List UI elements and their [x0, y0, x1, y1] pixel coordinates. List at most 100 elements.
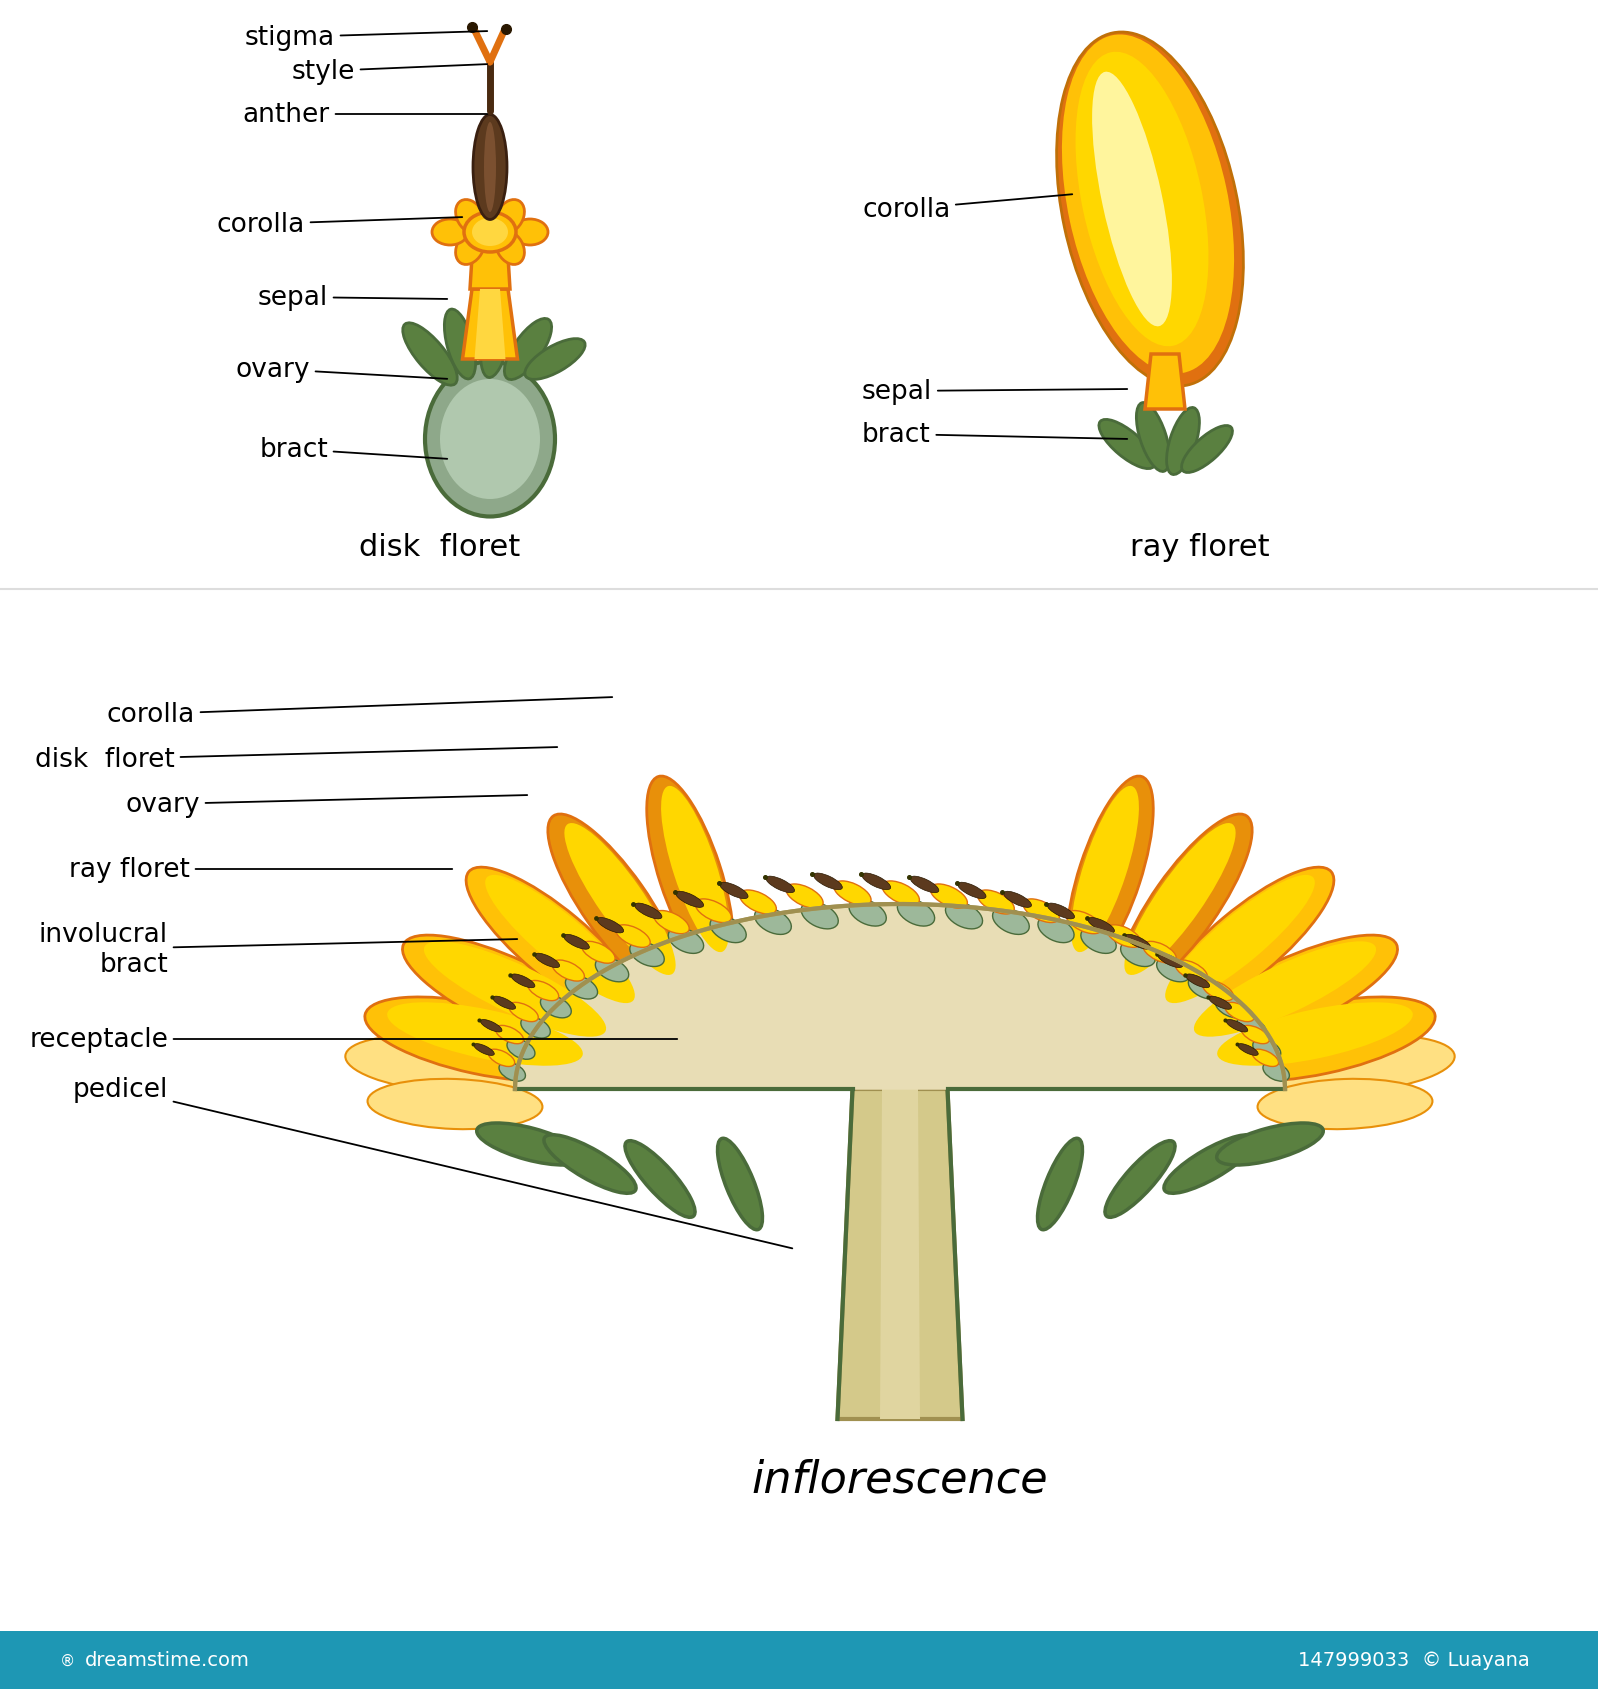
Text: stigma: stigma — [244, 25, 487, 51]
Ellipse shape — [957, 883, 986, 899]
Text: ray floret: ray floret — [69, 856, 452, 882]
Ellipse shape — [1125, 934, 1151, 949]
Ellipse shape — [481, 1020, 502, 1032]
Polygon shape — [837, 1089, 962, 1419]
Ellipse shape — [1088, 919, 1114, 934]
Ellipse shape — [625, 1142, 695, 1218]
Ellipse shape — [1075, 52, 1208, 346]
Ellipse shape — [1125, 824, 1235, 976]
Text: ovary: ovary — [126, 792, 527, 817]
Ellipse shape — [431, 220, 468, 247]
Ellipse shape — [475, 1044, 494, 1056]
Polygon shape — [515, 905, 1285, 1089]
Ellipse shape — [499, 1062, 526, 1081]
Ellipse shape — [553, 961, 585, 981]
Ellipse shape — [1237, 1017, 1266, 1039]
Ellipse shape — [403, 324, 457, 387]
Ellipse shape — [486, 875, 634, 1003]
Ellipse shape — [1189, 976, 1221, 1000]
Ellipse shape — [463, 213, 516, 253]
Ellipse shape — [423, 942, 606, 1037]
Ellipse shape — [1224, 1003, 1254, 1022]
Ellipse shape — [765, 877, 794, 893]
Ellipse shape — [718, 1138, 762, 1230]
Ellipse shape — [1143, 942, 1176, 964]
Ellipse shape — [1091, 73, 1171, 328]
Ellipse shape — [495, 201, 524, 235]
Ellipse shape — [492, 997, 516, 1010]
Ellipse shape — [1037, 1138, 1082, 1230]
Text: style: style — [291, 59, 487, 84]
Ellipse shape — [946, 902, 983, 929]
Ellipse shape — [1262, 1062, 1290, 1081]
Ellipse shape — [1266, 1035, 1454, 1093]
Ellipse shape — [1175, 961, 1208, 981]
Ellipse shape — [1214, 997, 1246, 1018]
Ellipse shape — [1238, 1044, 1258, 1056]
Ellipse shape — [481, 306, 510, 378]
Ellipse shape — [387, 1003, 583, 1066]
Ellipse shape — [598, 919, 623, 934]
Ellipse shape — [930, 885, 967, 909]
Ellipse shape — [1056, 34, 1243, 387]
Text: receptacle: receptacle — [29, 1027, 678, 1052]
Polygon shape — [470, 225, 510, 291]
Ellipse shape — [634, 904, 662, 919]
Ellipse shape — [1186, 975, 1210, 988]
Ellipse shape — [834, 882, 871, 905]
Ellipse shape — [364, 997, 594, 1081]
Text: pedicel: pedicel — [72, 1076, 793, 1248]
Ellipse shape — [1119, 814, 1253, 995]
Ellipse shape — [495, 231, 524, 265]
Text: disk  floret: disk floret — [360, 534, 521, 562]
Ellipse shape — [662, 787, 729, 953]
Ellipse shape — [527, 981, 559, 1002]
Polygon shape — [1146, 355, 1186, 410]
Ellipse shape — [507, 1039, 535, 1059]
Ellipse shape — [368, 1079, 542, 1130]
Ellipse shape — [511, 220, 548, 247]
Ellipse shape — [521, 1017, 550, 1039]
Ellipse shape — [740, 890, 777, 914]
Ellipse shape — [476, 1123, 583, 1165]
Text: inflorescence: inflorescence — [751, 1458, 1048, 1500]
Text: corolla: corolla — [217, 211, 462, 238]
Ellipse shape — [1067, 777, 1154, 973]
Ellipse shape — [425, 361, 555, 517]
Polygon shape — [462, 291, 518, 360]
Polygon shape — [880, 1089, 920, 1419]
Ellipse shape — [1242, 1025, 1269, 1044]
Ellipse shape — [1066, 910, 1101, 934]
Ellipse shape — [978, 890, 1015, 914]
Ellipse shape — [898, 900, 935, 927]
Ellipse shape — [1203, 981, 1234, 1002]
Ellipse shape — [1258, 1079, 1432, 1130]
Ellipse shape — [1063, 35, 1234, 375]
Ellipse shape — [548, 814, 682, 995]
Ellipse shape — [911, 877, 940, 893]
Ellipse shape — [801, 902, 839, 929]
Ellipse shape — [1120, 942, 1155, 966]
Ellipse shape — [489, 1049, 515, 1067]
Ellipse shape — [505, 319, 551, 380]
Ellipse shape — [1104, 1142, 1175, 1218]
Ellipse shape — [1136, 404, 1170, 473]
Ellipse shape — [1099, 421, 1155, 470]
Ellipse shape — [1004, 892, 1031, 907]
Ellipse shape — [1183, 936, 1398, 1054]
Text: bract: bract — [861, 422, 1127, 448]
Ellipse shape — [455, 231, 484, 265]
Ellipse shape — [647, 777, 733, 973]
Ellipse shape — [535, 954, 559, 968]
Ellipse shape — [540, 997, 572, 1018]
Ellipse shape — [564, 824, 676, 976]
Ellipse shape — [882, 882, 919, 905]
Ellipse shape — [1165, 875, 1315, 1003]
Ellipse shape — [1194, 942, 1376, 1037]
Text: involucral
bract: involucral bract — [38, 922, 518, 978]
Ellipse shape — [1023, 899, 1059, 922]
Ellipse shape — [1253, 1039, 1280, 1059]
Ellipse shape — [813, 873, 842, 890]
Ellipse shape — [582, 942, 615, 964]
Ellipse shape — [1226, 1020, 1248, 1032]
